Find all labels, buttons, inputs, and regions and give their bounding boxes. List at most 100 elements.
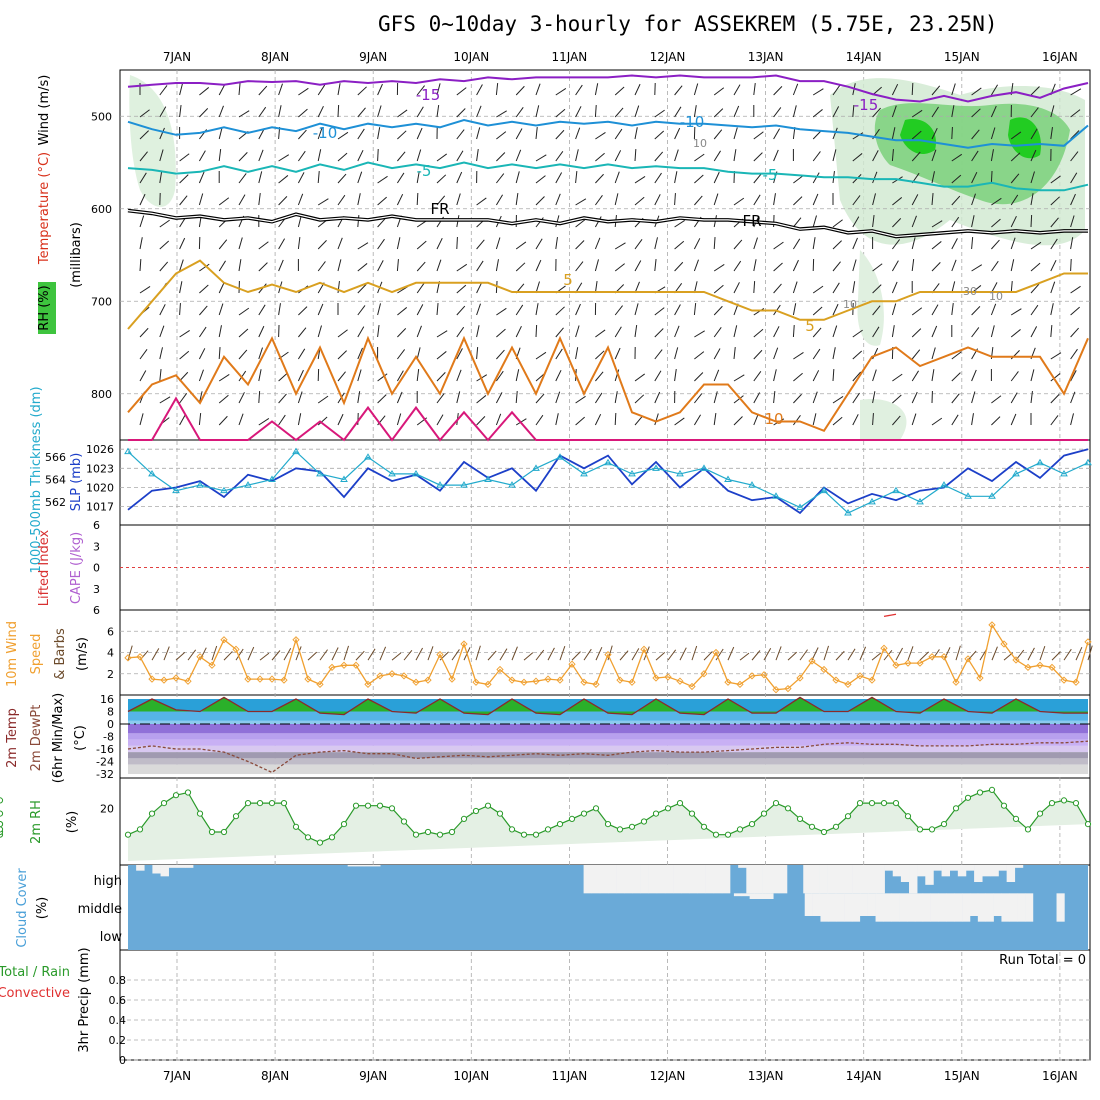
contour-label: 5	[563, 271, 573, 289]
wind-barb	[971, 193, 976, 206]
date-label-top: 11JAN	[552, 50, 588, 64]
wind10m-point	[652, 674, 660, 682]
ylabel-wind10m: 10m Wind	[5, 621, 20, 687]
wind-barb	[991, 416, 1001, 426]
thickness-point	[484, 475, 492, 482]
wind-barb	[990, 84, 999, 96]
wind-barb	[852, 132, 864, 140]
wind-barb	[990, 325, 995, 338]
wind-barb	[515, 241, 527, 250]
wind-barb	[495, 392, 503, 404]
ylabel-2m-dewpt: 2m DewPt	[29, 705, 44, 772]
temp-band	[128, 739, 1088, 746]
wind-barb	[357, 326, 365, 338]
wind10m-point	[616, 676, 624, 684]
wind-barb	[278, 259, 284, 272]
wind-barb	[614, 128, 623, 140]
wind-barb	[555, 215, 560, 228]
wind-barb	[416, 149, 422, 162]
pressure-tick-label: 500	[91, 110, 112, 123]
wind-barb	[337, 237, 343, 250]
rh2m-point	[484, 802, 492, 809]
wind-barb	[278, 105, 282, 118]
thickness-point	[628, 469, 636, 477]
thickness-point	[724, 475, 732, 482]
wind-barb	[693, 238, 701, 250]
wind-barb	[852, 371, 862, 382]
rh-shading	[900, 119, 936, 155]
wind-barb	[258, 193, 261, 206]
rh2m-point	[688, 810, 696, 817]
isotherm-15	[128, 396, 1088, 442]
wind-barb	[416, 240, 427, 250]
wind-barb	[357, 347, 363, 360]
wind10m-barb	[571, 651, 581, 661]
wind10m-point	[952, 678, 960, 686]
wind-barb	[832, 219, 843, 228]
wind-barb	[654, 172, 662, 184]
rh2m-point	[832, 823, 840, 830]
rh2m-point	[616, 826, 624, 833]
wind-barb	[852, 237, 858, 250]
wind10m-barb	[859, 646, 867, 661]
wind-barb	[634, 238, 643, 250]
cloud-high-gap	[713, 865, 723, 894]
wind10m-point	[136, 653, 144, 661]
wind-barb	[1010, 371, 1019, 382]
wind-barb	[832, 282, 840, 294]
cloud-high-gap	[819, 865, 828, 894]
rh2m-point	[1060, 797, 1068, 804]
thickness-point	[820, 486, 828, 494]
wind-barb	[674, 192, 676, 206]
wind-barb	[753, 280, 756, 294]
wind-barb	[1050, 238, 1058, 250]
wind-barb	[258, 85, 268, 96]
wind-barb	[337, 371, 346, 382]
rh2m-point	[388, 805, 396, 812]
rh2m-point	[916, 826, 924, 833]
wind-barb	[832, 240, 842, 250]
cloud-high-gap	[136, 865, 145, 871]
wind-barb	[852, 350, 863, 360]
wind-barb	[832, 325, 838, 338]
wind-barb	[218, 281, 225, 294]
wind-barb	[396, 172, 405, 184]
wind-barb	[238, 259, 242, 272]
wind10m-point	[760, 671, 768, 679]
wind10m-barb	[523, 652, 534, 661]
wind10m-barb	[367, 648, 376, 661]
rh2m-point	[784, 805, 792, 812]
wind-barb	[614, 107, 624, 118]
wind10m-barb	[607, 645, 613, 661]
wind-barb	[773, 262, 783, 272]
thickness-point	[436, 481, 444, 488]
rh2m-point	[220, 828, 228, 836]
wind-barb	[377, 238, 385, 250]
ylabel-rh-pct: (%)	[65, 811, 80, 834]
precip-tick-label: 0.8	[109, 974, 127, 987]
wind10m-barb	[403, 649, 413, 661]
wind-barb	[456, 171, 463, 184]
wind-barb	[1070, 172, 1078, 184]
wind-barb	[317, 127, 323, 140]
cloud-high-gap	[640, 865, 649, 894]
wind-barb	[654, 151, 664, 162]
wind-barb	[1050, 373, 1061, 382]
wind-barb	[753, 131, 764, 140]
wind-barb	[1050, 303, 1054, 316]
wind10m-point	[880, 644, 888, 652]
wind-barb	[872, 150, 879, 162]
wind10m-point	[820, 665, 828, 674]
cloud-high-gap	[941, 865, 950, 877]
cloud-mid-gap	[946, 893, 955, 922]
wind-barb	[535, 351, 547, 360]
cloud-mid-gap	[844, 893, 853, 922]
wind-barb	[535, 259, 542, 272]
wind-barb	[515, 149, 522, 162]
cloud-mid-gap	[930, 893, 939, 922]
wind-barb	[199, 284, 209, 294]
ylabel-ms: (m/s)	[75, 637, 90, 671]
wind-barb	[594, 237, 601, 250]
wind10m-point	[496, 665, 504, 674]
thickness-point	[1036, 458, 1044, 466]
